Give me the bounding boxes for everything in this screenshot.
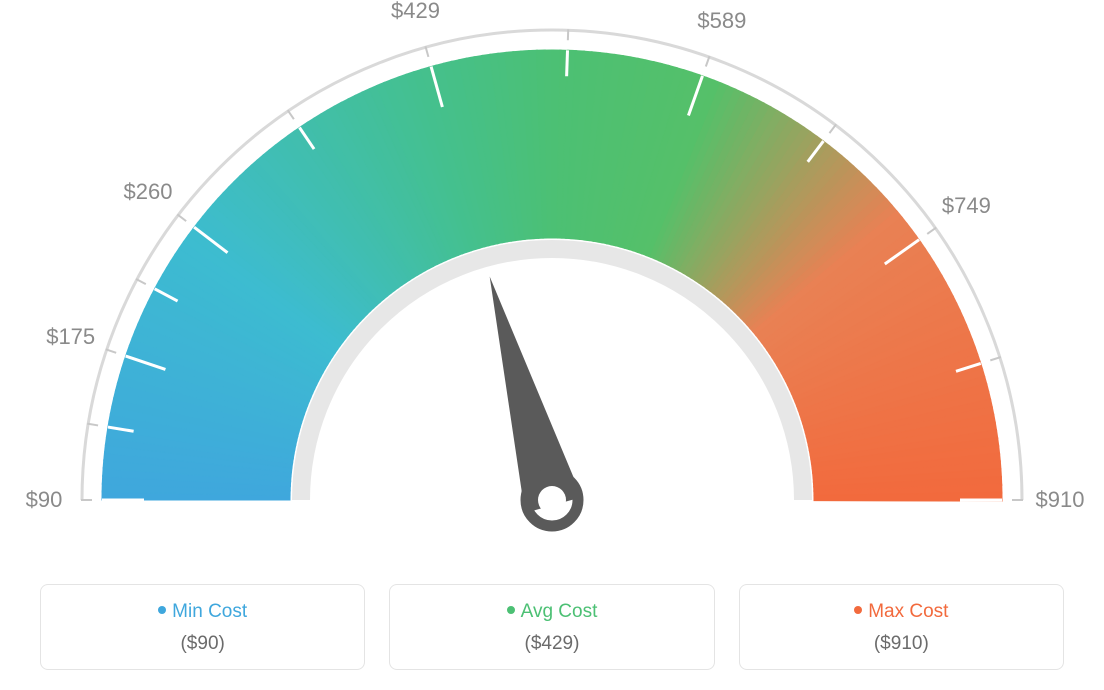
legend-max-label: Max Cost bbox=[868, 601, 948, 622]
legend-avg-label: Avg Cost bbox=[521, 601, 598, 622]
tick-label: $260 bbox=[124, 179, 173, 205]
legend-card-avg: Avg Cost ($429) bbox=[389, 584, 714, 670]
gauge-area: $90 $175 $260 $429 $589 $749 $910 bbox=[0, 0, 1104, 560]
tick-label: $90 bbox=[26, 487, 63, 513]
tick-label: $910 bbox=[1036, 487, 1085, 513]
tick-label: $175 bbox=[46, 324, 95, 350]
dot-avg-icon bbox=[507, 606, 515, 614]
tick-label: $429 bbox=[391, 0, 440, 24]
legend-max-value: ($910) bbox=[750, 633, 1053, 655]
needle-hub-inner bbox=[538, 486, 566, 514]
legend-max-title: Max Cost bbox=[750, 601, 1053, 623]
legend-avg-value: ($429) bbox=[400, 633, 703, 655]
legend-min-label: Min Cost bbox=[172, 601, 247, 622]
legend-min-title: Min Cost bbox=[51, 601, 354, 623]
dot-min-icon bbox=[158, 606, 166, 614]
legend-card-min: Min Cost ($90) bbox=[40, 584, 365, 670]
gauge-svg bbox=[0, 0, 1104, 560]
dot-max-icon bbox=[854, 606, 862, 614]
legend-card-max: Max Cost ($910) bbox=[739, 584, 1064, 670]
tick-label: $749 bbox=[942, 193, 991, 219]
legend-row: Min Cost ($90) Avg Cost ($429) Max Cost … bbox=[40, 584, 1064, 670]
legend-min-value: ($90) bbox=[51, 633, 354, 655]
cost-gauge-chart: $90 $175 $260 $429 $589 $749 $910 Min Cost ($9… bbox=[0, 0, 1104, 690]
tick-label: $589 bbox=[697, 8, 746, 34]
legend-avg-title: Avg Cost bbox=[400, 601, 703, 623]
